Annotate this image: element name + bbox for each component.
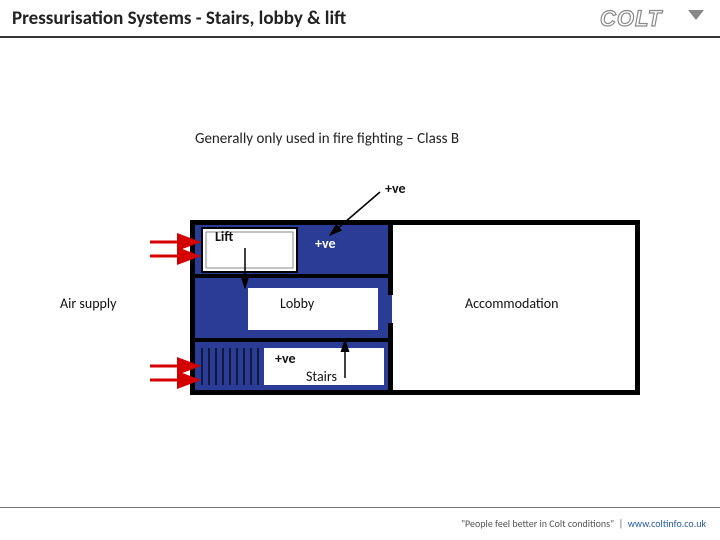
footer: "People feel better in Colt conditions" … <box>461 517 706 530</box>
label-accommodation: Accommodation <box>465 295 558 312</box>
footer-url: www.coltinfo.co.uk <box>628 517 706 530</box>
header: Pressurisation Systems - Stairs, lobby &… <box>0 0 720 38</box>
colt-logo: COLT <box>600 6 708 30</box>
label-pos-mid: +ve <box>315 235 336 252</box>
page-title: Pressurisation Systems - Stairs, lobby &… <box>12 7 600 30</box>
label-pos-top: +ve <box>385 180 406 197</box>
label-air-supply: Air supply <box>60 295 116 312</box>
footer-rule <box>0 507 720 508</box>
label-pos-bottom: +ve <box>275 350 296 367</box>
label-lift: Lift <box>215 228 233 245</box>
label-lobby: Lobby <box>280 295 314 312</box>
footer-tagline: "People feel better in Colt conditions" <box>461 517 614 530</box>
label-stairs: Stairs <box>306 368 337 385</box>
subtitle: Generally only used in fire fighting – C… <box>195 130 459 148</box>
pressurisation-diagram: Air supply Lift Lobby Stairs Accommodati… <box>120 180 650 430</box>
svg-text:COLT: COLT <box>600 6 663 30</box>
